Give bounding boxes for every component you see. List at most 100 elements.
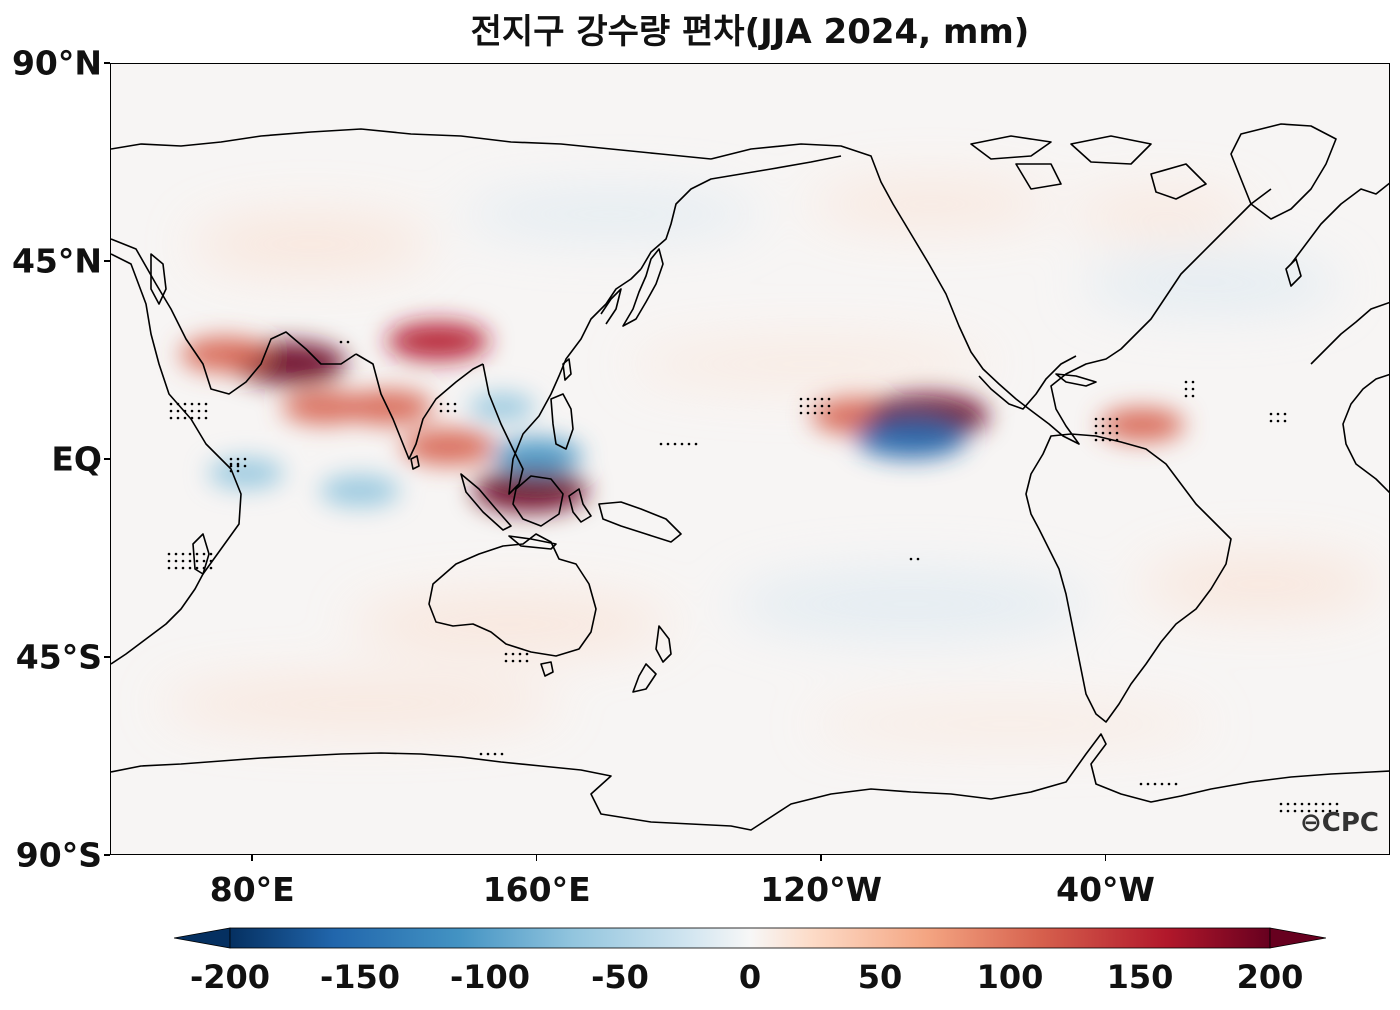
- coast-australia: [428, 533, 597, 657]
- stipple-dot: [209, 566, 213, 570]
- stipple-dot: [1101, 417, 1105, 421]
- stipple-dot: [1307, 802, 1311, 806]
- stipple-dot: [799, 404, 803, 408]
- stipple-dot: [687, 442, 691, 446]
- stipple-dot: [197, 409, 201, 413]
- stipple-dot: [806, 397, 810, 401]
- stipple-dot: [813, 411, 817, 415]
- stipple-dot: [1191, 380, 1195, 384]
- stipple-dot: [195, 552, 199, 556]
- stipple-dot: [204, 416, 208, 420]
- coast-sumatra: [460, 473, 512, 531]
- stipple-dot: [666, 442, 670, 446]
- stipple-dot: [1283, 419, 1287, 423]
- stipple-dot: [243, 457, 247, 461]
- stipple-dot: [229, 464, 233, 468]
- coast-arctic-islands: [970, 135, 1207, 200]
- coast-arabia: [111, 238, 357, 395]
- stipple-dot: [439, 402, 443, 406]
- stipple-dot: [229, 457, 233, 461]
- stipple-dot: [518, 659, 522, 663]
- stipple-dot: [1174, 782, 1178, 786]
- coast-sulawesi: [568, 488, 592, 523]
- stipple-dot: [181, 559, 185, 563]
- coast-srilanka: [410, 455, 420, 470]
- stipple-dot: [909, 557, 913, 561]
- coast-europe: [1310, 301, 1389, 365]
- stipple-dot: [1279, 802, 1283, 806]
- coast-philippines: [550, 393, 574, 450]
- stipple-dot: [236, 469, 240, 473]
- stipple-dot: [820, 404, 824, 408]
- anomaly-blob-10: [493, 438, 583, 473]
- x-tick-mark: [251, 855, 253, 861]
- anomaly-blob-13: [319, 474, 400, 507]
- stipple-dot: [1115, 417, 1119, 421]
- stipple-dot: [183, 416, 187, 420]
- stipple-dot: [204, 409, 208, 413]
- stipple-dot: [518, 652, 522, 656]
- stipple-dot: [511, 659, 515, 663]
- stipple-dot: [174, 552, 178, 556]
- stipple-dot: [1276, 412, 1280, 416]
- significance-stippling: [167, 340, 1339, 813]
- stipple-dot: [169, 416, 173, 420]
- stipple-dot: [236, 464, 240, 468]
- stipple-dot: [1328, 802, 1332, 806]
- stipple-dot: [1167, 782, 1171, 786]
- coast-africa: [111, 253, 242, 665]
- stipple-dot: [680, 442, 684, 446]
- stipple-dot: [176, 416, 180, 420]
- map-title: 전지구 강수량 편차(JJA 2024, mm): [470, 12, 1030, 52]
- stipple-dot: [446, 402, 450, 406]
- stipple-dot: [1108, 438, 1112, 442]
- stipple-dot: [190, 416, 194, 420]
- coast-greenland: [1230, 123, 1337, 220]
- stipple-dot: [1314, 809, 1318, 813]
- stipple-dot: [1146, 782, 1150, 786]
- stipple-dot: [1153, 782, 1157, 786]
- anomaly-blob-4: [387, 321, 490, 361]
- anomaly-blob-3: [343, 389, 433, 425]
- stipple-dot: [202, 566, 206, 570]
- stipple-dot: [181, 552, 185, 556]
- stipple-dot: [439, 409, 443, 413]
- anomaly-blob-6: [472, 469, 589, 513]
- stipple-dot: [453, 409, 457, 413]
- stipple-dot: [504, 659, 508, 663]
- stipple-dot: [1286, 809, 1290, 813]
- coast-newzealand: [632, 625, 672, 693]
- stipple-dot: [174, 559, 178, 563]
- stipple-dot: [1335, 802, 1339, 806]
- stipple-dot: [204, 402, 208, 406]
- stipple-dot: [673, 442, 677, 446]
- stipple-dot: [806, 411, 810, 415]
- stipple-dot: [1115, 431, 1119, 435]
- stipple-dot: [1293, 809, 1297, 813]
- stipple-dot: [1094, 431, 1098, 435]
- map-panel: [110, 63, 1390, 855]
- coast-indochina: [482, 268, 642, 495]
- coast-siberia: [111, 128, 712, 160]
- colorbar-extend-high: [1269, 927, 1326, 949]
- stipple-dot: [799, 411, 803, 415]
- stipple-dot: [827, 411, 831, 415]
- stipple-dot: [190, 402, 194, 406]
- stipple-dot: [479, 752, 483, 756]
- coast-tasmania: [540, 661, 554, 677]
- colorbar-tick-label-8: 200: [1236, 958, 1304, 996]
- stipple-dot: [209, 552, 213, 556]
- stipple-dot: [1115, 424, 1119, 428]
- stipple-dot: [799, 397, 803, 401]
- stipple-dot: [1094, 417, 1098, 421]
- stipple-dot: [1139, 782, 1143, 786]
- y-tick-mark: [104, 656, 110, 658]
- colorbar-tick-label-6: 100: [976, 958, 1044, 996]
- anomaly-blob-5: [402, 428, 496, 465]
- stipple-dot: [190, 409, 194, 413]
- stipple-dot: [820, 397, 824, 401]
- anomaly-blob-2: [282, 390, 367, 424]
- stipple-dot: [1184, 387, 1188, 391]
- anomaly-blob-14: [468, 393, 536, 422]
- stipple-dot: [1321, 802, 1325, 806]
